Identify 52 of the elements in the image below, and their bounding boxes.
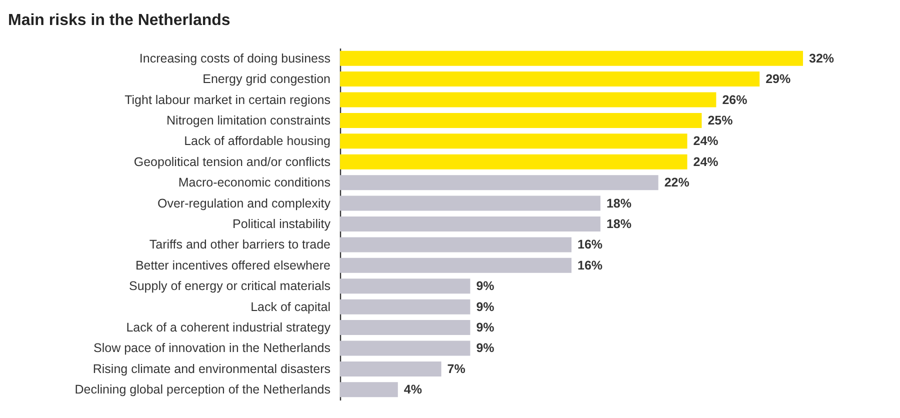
y-tick-label: Tariffs and other barriers to trade (149, 238, 331, 252)
y-tick-label: Slow pace of innovation in the Netherlands (94, 341, 330, 356)
y-tick-label: Increasing costs of doing business (139, 51, 330, 66)
data-label: 16% (578, 238, 603, 252)
y-tick-label: Rising climate and environmental disasters (92, 362, 330, 376)
data-label: 18% (606, 196, 632, 210)
bar (340, 299, 470, 314)
bar (340, 278, 470, 294)
data-label: 26% (722, 92, 748, 107)
text: Main risks in the Netherlands (8, 12, 230, 29)
y-tick-label: Geopolitical tension and/or conflicts (134, 154, 330, 169)
bar (340, 175, 658, 190)
bar (340, 340, 470, 356)
data-label: 16% (578, 258, 603, 272)
y-tick-label: Over-regulation and complexity (158, 196, 332, 210)
y-tick-label: Nitrogen limitation constraints (166, 113, 330, 128)
y-tick-label: Lack of a coherent industrial strategy (126, 320, 332, 335)
y-tick-label: Lack of affordable housing (184, 134, 331, 148)
y-tick-label: Better incentives offered elsewhere (135, 258, 331, 272)
data-label: 9% (476, 341, 494, 356)
bar (340, 112, 702, 128)
data-label: 32% (809, 51, 834, 66)
data-label: 24% (693, 154, 718, 169)
bar (340, 134, 688, 149)
data-label: 4% (404, 382, 422, 397)
y-tick-label: Tight labour market in certain regions (124, 92, 330, 107)
y-tick-label: Supply of energy or critical materials (129, 279, 330, 294)
y-tick-label: Energy grid congestion (202, 72, 331, 86)
bar (340, 154, 688, 170)
bar (340, 320, 470, 336)
y-tick-label: Declining global perception of the Netherlands (74, 382, 330, 397)
data-label: 9% (476, 279, 494, 294)
bar (340, 216, 600, 232)
bar (340, 196, 600, 211)
y-tick-label: Political instability (232, 217, 332, 231)
bar (340, 92, 716, 108)
data-label: 9% (476, 300, 494, 314)
data-label: 25% (708, 113, 733, 128)
data-label: 9% (476, 320, 494, 335)
data-label: 18% (606, 217, 632, 231)
data-label: 29% (766, 72, 791, 86)
data-label: 7% (447, 362, 466, 376)
bar (340, 72, 760, 87)
bar (340, 258, 572, 273)
bar (340, 237, 572, 252)
y-tick-label: Macro-economic conditions (178, 176, 330, 190)
bar (340, 50, 803, 66)
data-label: 24% (693, 134, 718, 148)
bar (340, 382, 398, 398)
bar (340, 361, 442, 376)
data-label: 22% (664, 176, 690, 190)
y-tick-label: Lack of capital (250, 300, 330, 314)
